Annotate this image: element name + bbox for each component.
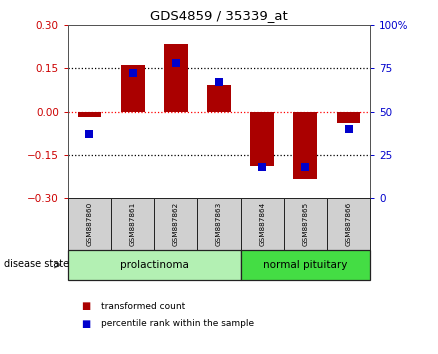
Text: ■: ■ [81,301,90,311]
Bar [327,198,370,250]
Text: GSM887864: GSM887864 [259,202,265,246]
Point [215,79,223,85]
Bar [207,86,231,112]
Bar [111,198,154,250]
Bar [284,198,327,250]
Bar [164,44,188,112]
Text: GDS4859 / 35339_at: GDS4859 / 35339_at [150,9,288,22]
Text: transformed count: transformed count [101,302,185,311]
Point [345,126,352,132]
Bar [68,198,111,250]
Text: GSM887862: GSM887862 [173,202,179,246]
Point [259,164,266,170]
Text: percentile rank within the sample: percentile rank within the sample [101,319,254,329]
Bar [293,112,317,179]
Text: ■: ■ [81,319,90,329]
Text: disease state: disease state [4,259,70,269]
Point [86,131,93,137]
Text: GSM887866: GSM887866 [346,202,352,246]
Bar [337,112,360,123]
Bar [250,112,274,166]
Bar [198,198,240,250]
Bar [78,112,101,117]
Point [172,60,179,66]
Point [302,164,309,170]
Bar [121,65,145,112]
Bar [240,198,284,250]
Text: GSM887861: GSM887861 [130,202,136,246]
Bar [68,250,240,280]
Text: GSM887865: GSM887865 [302,202,308,246]
Text: prolactinoma: prolactinoma [120,259,189,270]
Bar [154,198,198,250]
Text: GSM887860: GSM887860 [86,202,92,246]
Text: GSM887863: GSM887863 [216,202,222,246]
Text: normal pituitary: normal pituitary [263,259,347,270]
Bar [240,250,370,280]
Point [129,70,136,76]
